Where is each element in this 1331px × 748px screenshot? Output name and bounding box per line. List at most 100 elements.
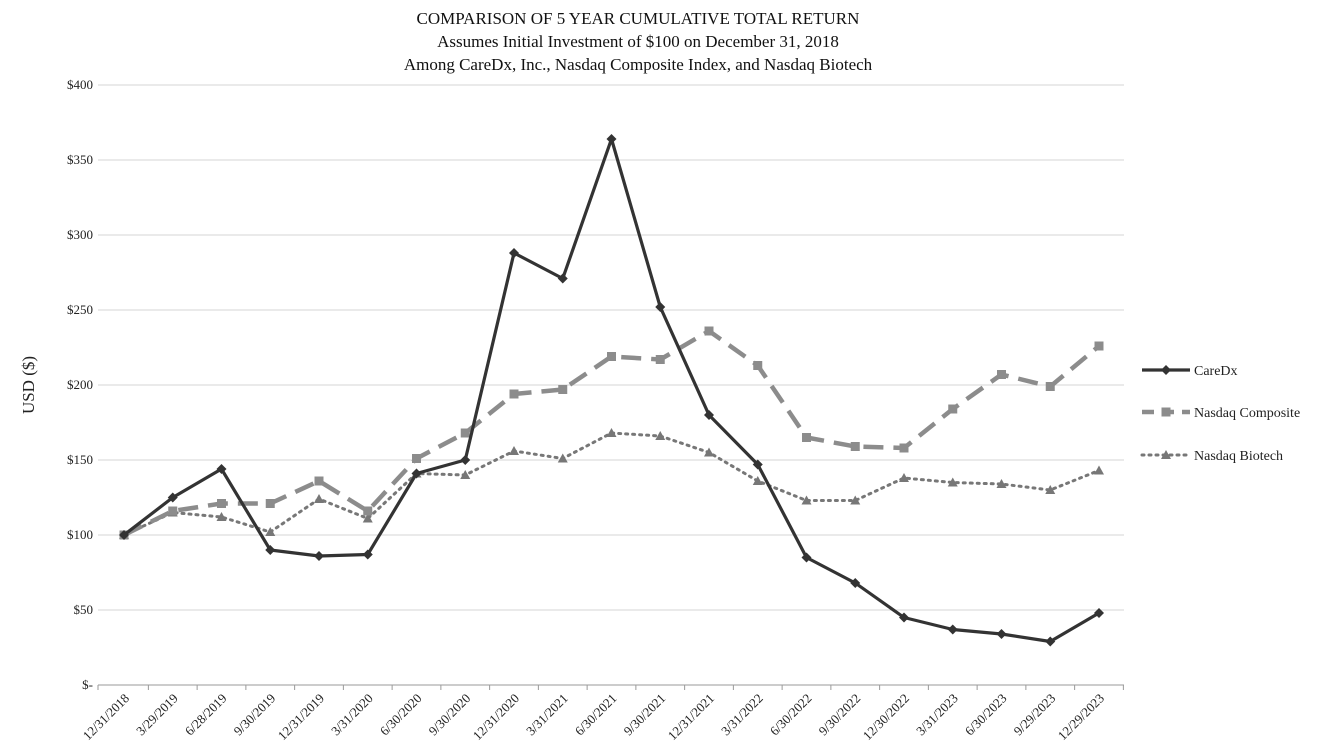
x-tick-label: 6/28/2019: [182, 691, 230, 739]
x-tick-label: 3/31/2021: [523, 691, 571, 739]
legend-label: Nasdaq Composite: [1194, 406, 1300, 421]
y-tick-label: $100: [67, 527, 93, 542]
series-nasdaq-composite: [119, 326, 1104, 540]
data-point-nasdaq-biotech: [606, 428, 617, 437]
data-point-caredx: [411, 468, 422, 479]
legend-item-caredx: CareDx: [1142, 364, 1238, 379]
legend-label: CareDx: [1194, 364, 1238, 379]
x-tick-label: 6/30/2020: [377, 691, 425, 739]
x-axis-ticks: 12/31/2018 3/29/2019 6/28/2019 9/30/201912/…: [80, 685, 1124, 743]
legend-item-nasdaq-biotech: Nasdaq Biotech: [1140, 449, 1283, 464]
x-tick-label: 12/31/2018: [80, 691, 132, 743]
x-tick-label: 9/30/2022: [815, 691, 863, 739]
data-point-nasdaq-biotech: [362, 513, 373, 523]
data-point-caredx: [899, 612, 909, 623]
x-tick-label: 6/30/2021: [572, 691, 620, 739]
chart-title-line: COMPARISON OF 5 YEAR CUMULATIVE TOTAL RE…: [417, 9, 860, 28]
data-point-nasdaq-composite: [899, 443, 909, 453]
legend-item-nasdaq-composite: Nasdaq Composite: [1142, 406, 1300, 421]
data-point-nasdaq-biotech: [947, 477, 958, 487]
y-axis-label: USD ($): [19, 356, 38, 414]
x-tick-label: 3/31/2023: [913, 691, 961, 739]
data-point-caredx: [1094, 608, 1104, 618]
data-point-nasdaq-biotech: [899, 473, 909, 482]
x-tick-label: 9/29/2023: [1010, 691, 1058, 739]
data-point-caredx: [314, 551, 324, 561]
data-point-nasdaq-biotech: [1094, 465, 1104, 475]
legend-marker: [1161, 365, 1171, 375]
y-tick-label: $150: [67, 452, 93, 467]
data-point-caredx: [167, 492, 178, 503]
data-point-nasdaq-composite: [558, 385, 568, 394]
x-tick-label: 9/30/2021: [620, 691, 668, 739]
y-tick-label: $50: [74, 602, 94, 617]
x-tick-label: 9/30/2020: [425, 691, 473, 739]
x-tick-label: 6/30/2023: [962, 691, 1010, 739]
data-point-nasdaq-composite: [265, 499, 275, 508]
x-tick-label: 9/30/2019: [230, 691, 278, 739]
data-point-caredx: [216, 464, 227, 474]
data-point-caredx: [655, 302, 666, 312]
data-point-caredx: [509, 248, 519, 258]
data-point-nasdaq-biotech: [314, 494, 324, 503]
x-tick-label: 12/29/2023: [1055, 691, 1107, 743]
data-point-nasdaq-composite: [412, 454, 421, 463]
data-point-nasdaq-biotech: [557, 453, 568, 463]
data-point-nasdaq-composite: [217, 499, 226, 508]
data-point-caredx: [996, 629, 1007, 639]
data-point-caredx: [557, 273, 568, 284]
series-line-caredx: [123, 137, 1100, 644]
data-point-nasdaq-composite: [168, 506, 178, 516]
data-point-nasdaq-composite: [314, 476, 324, 486]
data-point-caredx: [801, 552, 812, 563]
series-nasdaq-biotech: [119, 428, 1104, 539]
data-point-caredx: [752, 459, 763, 470]
data-point-nasdaq-biotech: [850, 495, 861, 505]
x-tick-label: 12/31/2020: [470, 691, 522, 743]
x-tick-label: 12/31/2021: [665, 691, 717, 743]
y-tick-label: $200: [67, 377, 93, 392]
data-point-nasdaq-biotech: [509, 446, 519, 455]
data-point-nasdaq-composite: [753, 361, 763, 370]
data-point-caredx: [947, 624, 958, 635]
data-point-caredx: [362, 549, 373, 560]
x-tick-label: 3/31/2020: [328, 691, 376, 739]
legend: CareDx Nasdaq Composite Nasdaq Biotech: [1140, 364, 1300, 464]
y-tick-label: $-: [82, 677, 93, 692]
data-point-caredx: [606, 134, 617, 144]
chart-title: COMPARISON OF 5 YEAR CUMULATIVE TOTAL RE…: [404, 9, 873, 74]
y-tick-label: $400: [67, 77, 93, 92]
data-point-nasdaq-biotech: [216, 512, 227, 521]
data-point-caredx: [265, 545, 276, 555]
series-caredx: [119, 134, 1104, 647]
data-point-nasdaq-biotech: [460, 470, 471, 479]
y-tick-label: $350: [67, 152, 93, 167]
x-tick-label: 3/31/2022: [718, 691, 766, 739]
data-point-nasdaq-composite: [1094, 341, 1104, 351]
data-point-nasdaq-composite: [460, 428, 470, 438]
data-point-nasdaq-composite: [850, 442, 860, 451]
gridlines: [98, 84, 1124, 686]
data-point-nasdaq-composite: [509, 389, 519, 399]
chart-title-line: Among CareDx, Inc., Nasdaq Composite Ind…: [404, 55, 873, 74]
data-point-nasdaq-composite: [997, 370, 1006, 379]
y-tick-label: $300: [67, 227, 93, 242]
data-point-nasdaq-biotech: [752, 476, 763, 485]
data-point-nasdaq-composite: [363, 506, 373, 516]
data-point-nasdaq-biotech: [801, 495, 812, 505]
legend-marker: [1161, 450, 1171, 459]
data-point-nasdaq-composite: [948, 404, 958, 414]
x-tick-label: 12/31/2019: [275, 691, 327, 743]
data-point-nasdaq-biotech: [265, 527, 276, 536]
data-point-nasdaq-biotech: [1045, 485, 1056, 494]
data-point-caredx: [460, 455, 471, 465]
data-point-nasdaq-biotech: [704, 447, 714, 457]
data-point-nasdaq-biotech: [655, 431, 666, 440]
y-tick-label: $250: [67, 302, 93, 317]
data-point-nasdaq-composite: [607, 352, 616, 361]
data-point-caredx: [850, 578, 861, 588]
data-point-nasdaq-composite: [704, 326, 714, 336]
data-point-nasdaq-composite: [655, 355, 665, 364]
x-tick-label: 6/30/2022: [767, 691, 815, 739]
